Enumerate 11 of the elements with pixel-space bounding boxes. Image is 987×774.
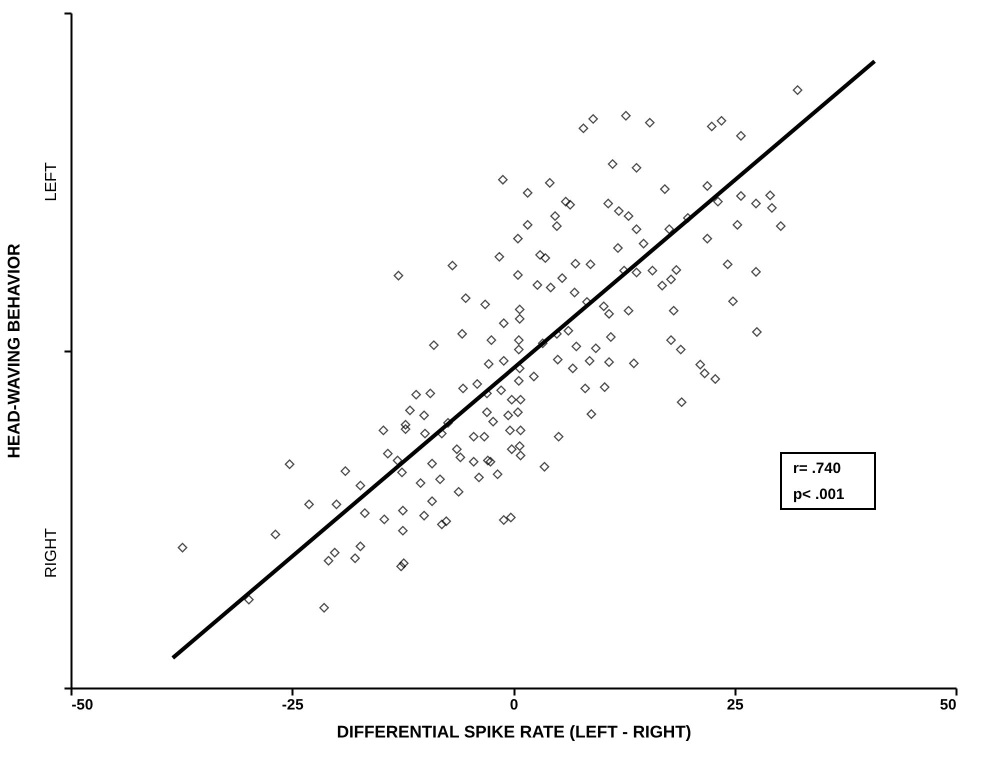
text: LEFT	[43, 162, 60, 202]
x-tick-label: 0	[510, 696, 518, 714]
x-tick-label: -50	[72, 696, 94, 714]
text: RIGHT	[43, 528, 60, 578]
x-tick-label: -25	[282, 696, 304, 714]
x-tick-label: 25	[726, 696, 744, 714]
annotation: p< .001	[793, 486, 844, 503]
x-tick-label: 50	[940, 696, 956, 714]
y-axis-title: HEAD-WAVING BEHAVIOR	[4, 244, 24, 458]
annotation: r= .740	[793, 460, 841, 477]
x-axis-title: DIFFERENTIAL SPIKE RATE (LEFT - RIGHT)	[336, 722, 692, 742]
